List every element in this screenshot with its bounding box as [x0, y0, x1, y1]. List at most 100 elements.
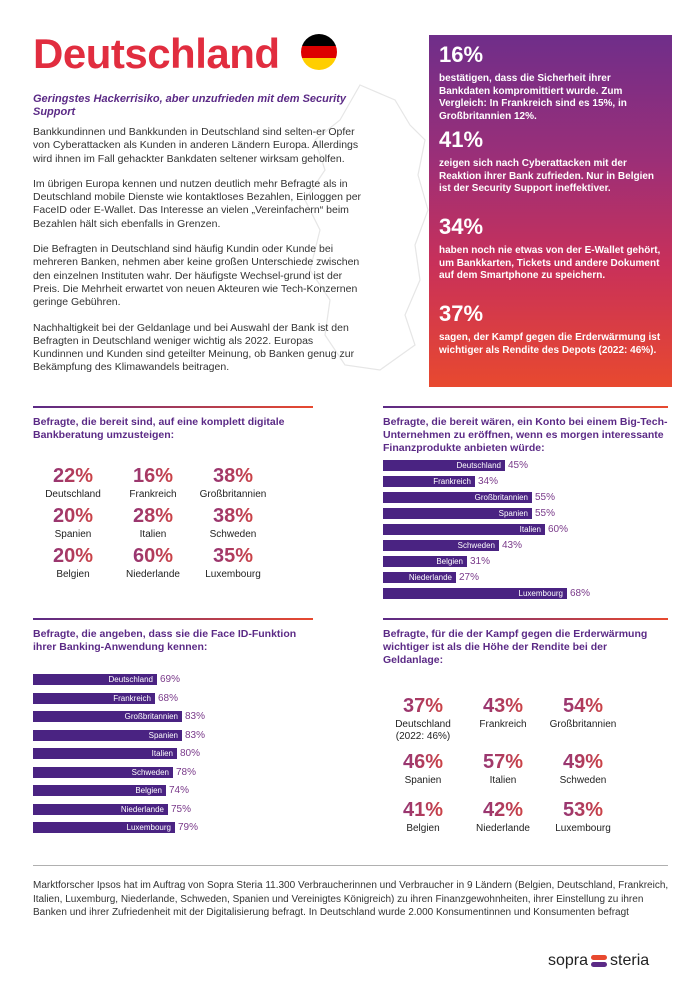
country-label: Schweden — [209, 529, 257, 540]
section-title-climate: Befragte, für die der Kampf gegen die Er… — [383, 628, 648, 666]
bar-category-label: Großbritannien — [124, 712, 178, 721]
bar-category-label: Großbritannien — [474, 493, 528, 502]
bar: Italien — [383, 524, 545, 535]
percent-value: 41% — [383, 799, 463, 821]
country-label: Luxembourg — [205, 569, 261, 580]
percent-cell: 22% Deutschland — [33, 465, 113, 501]
bar-value-label: 83% — [185, 711, 206, 722]
percent-cell: 42% Niederlande — [463, 799, 543, 835]
country-label: Belgien — [56, 569, 90, 580]
bar-category-label: Deutschland — [108, 675, 153, 684]
percent-value: 35% — [193, 545, 273, 567]
highlight-item: 41% zeigen sich nach Cyberattacken mit d… — [439, 128, 664, 196]
highlight-percent: 41% — [439, 127, 484, 152]
bar-value-label: 55% — [535, 492, 556, 503]
bar: Belgien — [33, 785, 166, 796]
highlight-percent: 16% — [439, 42, 484, 67]
country-label: Frankreich — [129, 489, 177, 500]
percent-value: 53% — [543, 799, 623, 821]
highlights-panel: 16% bestätigen, dass die Sicherheit ihre… — [429, 35, 672, 387]
percent-value: 54% — [543, 695, 623, 717]
bar-category-label: Italien — [151, 749, 173, 758]
highlight-text: zeigen sich nach Cyberattacken mit der R… — [439, 158, 655, 194]
country-label: Deutschland — [45, 489, 101, 500]
germany-flag-icon — [301, 34, 337, 70]
percent-cell: 16% Frankreich — [113, 465, 193, 501]
percent-value: 37% — [383, 695, 463, 717]
bar: Niederlande — [33, 803, 168, 815]
country-label: Luxembourg — [555, 823, 611, 834]
faceid-bar-chart: Deutschland 69% Frankreich 68% Großbritannie… — [33, 674, 313, 834]
bar: Frankreich — [33, 692, 155, 704]
bar-category-label: Frankreich — [113, 693, 151, 703]
bar-value-label: 83% — [185, 729, 206, 741]
percent-cell: 46% Spanien — [383, 751, 463, 787]
bar-category-label: Italien — [519, 525, 541, 534]
percent-cell: 37% Deutschland (2022: 46%) — [383, 695, 463, 743]
percent-cell: 20% Spanien — [33, 505, 113, 541]
bar-category-label: Niederlande — [408, 573, 452, 582]
country-label: Großbritannien — [549, 719, 617, 730]
percent-cell: 54% Großbritannien — [543, 695, 623, 731]
bar-category-label: Belgien — [436, 557, 463, 566]
country-label: Belgien — [406, 823, 440, 834]
section-title-bigtech: Befragte, die bereit wären, ein Konto be… — [383, 416, 668, 454]
bar-value-label: 74% — [169, 785, 190, 796]
bar: Belgien — [383, 556, 467, 567]
bar-value-label: 60% — [548, 524, 569, 535]
percent-cell: 53% Luxembourg — [543, 799, 623, 835]
logo-mark-top — [591, 955, 608, 960]
percent-value: 49% — [543, 751, 623, 773]
bar: Deutschland — [33, 674, 157, 685]
country-label: Niederlande — [126, 569, 180, 580]
percent-value: 20% — [33, 505, 113, 527]
section-divider — [383, 618, 668, 620]
bar: Frankreich — [383, 476, 475, 487]
percent-value: 16% — [113, 465, 193, 487]
percent-cell: 35% Luxembourg — [193, 545, 273, 581]
highlight-percent: 37% — [439, 301, 484, 326]
percent-cell: 60% Niederlande — [113, 545, 193, 581]
section-title-digital-advice: Befragte, die bereit sind, auf eine komp… — [33, 416, 285, 441]
bar-category-label: Spanien — [148, 730, 178, 740]
country-label: Frankreich — [479, 719, 527, 730]
flag-stripe-red — [301, 46, 337, 58]
bar-value-label: 68% — [570, 588, 591, 599]
bar-category-label: Frankreich — [433, 477, 471, 486]
bar-category-label: Belgien — [135, 786, 162, 795]
highlight-text: sagen, der Kampf gegen die Erderwärmung … — [439, 332, 661, 356]
logo-text-left: sopra — [548, 952, 589, 969]
section-divider — [33, 406, 313, 408]
bar-value-label: 68% — [158, 692, 179, 704]
bar: Schweden — [33, 766, 173, 778]
bar-category-label: Spanien — [498, 509, 528, 518]
bar-value-label: 31% — [470, 556, 491, 567]
percent-cell: 43% Frankreich — [463, 695, 543, 731]
bar-value-label: 43% — [502, 540, 523, 551]
page-title: Deutschland — [33, 30, 280, 77]
section-divider — [383, 406, 668, 408]
intro-paragraph: Bankkundinnen und Bankkunden in Deutschl… — [33, 126, 359, 165]
country-label: Deutschland (2022: 46%) — [395, 719, 451, 742]
country-label: Schweden — [559, 775, 607, 786]
percent-value: 42% — [463, 799, 543, 821]
percent-cell: 49% Schweden — [543, 751, 623, 787]
section-title-faceid: Befragte, die angeben, dass sie die Face… — [33, 628, 297, 653]
percent-value: 60% — [113, 545, 193, 567]
bar: Italien — [33, 748, 177, 759]
percent-value: 46% — [383, 751, 463, 773]
bigtech-bar-chart: Deutschland 45% Frankreich 34% Großbritannie… — [383, 460, 668, 605]
highlight-item: 37% sagen, der Kampf gegen die Erderwärm… — [439, 302, 664, 357]
percent-cell: 38% Schweden — [193, 505, 273, 541]
percent-value: 38% — [193, 465, 273, 487]
logo-mark-icon — [591, 955, 608, 967]
country-label: Italien — [489, 775, 517, 786]
highlight-text: bestätigen, dass die Sicherheit ihrer Ba… — [439, 73, 627, 122]
intro-headline: Geringstes Hackerrisiko, aber unzufriede… — [33, 93, 346, 118]
sopra-steria-logo: sopra steria — [548, 952, 649, 970]
bar: Großbritannien — [33, 711, 182, 722]
bar-category-label: Schweden — [131, 767, 169, 777]
percent-cell: 20% Belgien — [33, 545, 113, 581]
bar-value-label: 75% — [171, 803, 192, 815]
bar-value-label: 34% — [478, 476, 499, 487]
